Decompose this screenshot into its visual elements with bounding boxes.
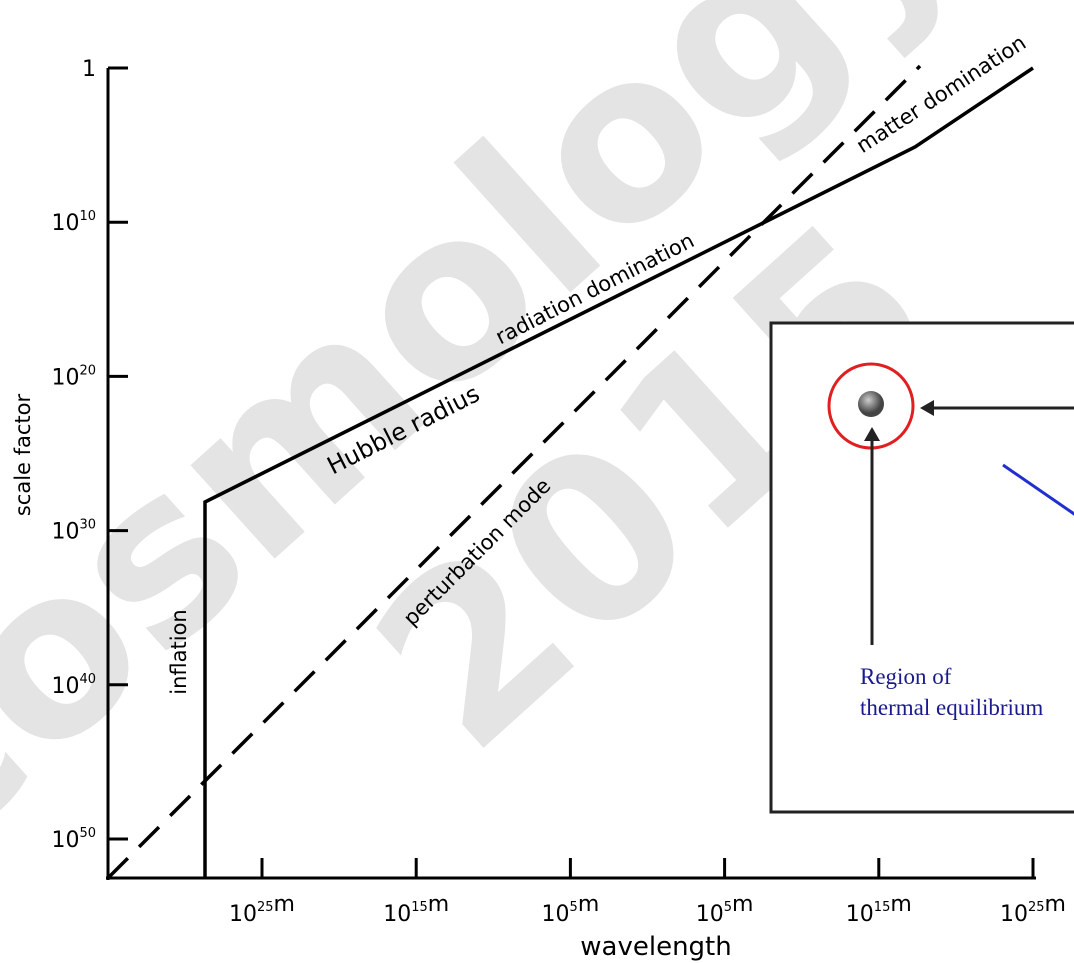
tick-exp: 10 xyxy=(79,209,96,224)
x-tick-label: 105m xyxy=(542,892,600,927)
tick-base: 1 xyxy=(82,57,96,82)
y-tick-label: 1020 xyxy=(51,363,96,390)
tick-base: 10 xyxy=(51,365,79,390)
tick-unit: m xyxy=(1045,892,1066,917)
tick-exp: 15 xyxy=(874,900,891,915)
tick-base: 10 xyxy=(51,211,79,236)
inset-text: thermal equilibrium xyxy=(860,695,1043,720)
tick-base: 10 xyxy=(846,902,874,927)
tick-exp: 20 xyxy=(79,363,96,378)
x-tick-label: 1015m xyxy=(846,892,912,927)
y-axis-label: scale factor xyxy=(11,393,35,516)
tick-unit: m xyxy=(428,892,449,917)
x-tick-label: 1025m xyxy=(1000,892,1066,927)
tick-base: 10 xyxy=(51,828,79,853)
tick-base: 10 xyxy=(696,902,724,927)
curve-label: inflation xyxy=(167,609,191,694)
x-axis-label: wavelength xyxy=(580,932,731,962)
tick-base: 10 xyxy=(542,902,570,927)
diagram: cosmology 2015 110101020103010401050 102… xyxy=(0,0,1074,963)
x-tick-label: 1025m xyxy=(229,892,295,927)
tick-exp: 5 xyxy=(570,900,578,915)
tick-exp: 40 xyxy=(79,672,96,687)
tick-unit: m xyxy=(890,892,911,917)
tick-exp: 25 xyxy=(257,900,274,915)
tick-exp: 25 xyxy=(1028,900,1045,915)
tick-unit: m xyxy=(578,892,599,917)
tick-unit: m xyxy=(732,892,753,917)
tick-exp: 5 xyxy=(724,900,732,915)
tick-base: 10 xyxy=(1000,902,1028,927)
tick-base: 10 xyxy=(229,902,257,927)
tick-base: 10 xyxy=(51,520,79,545)
y-tick-label: 1 xyxy=(82,57,96,82)
tick-exp: 50 xyxy=(79,826,96,841)
tick-exp: 15 xyxy=(411,900,428,915)
y-tick-label: 1010 xyxy=(51,209,96,236)
inset: Region of thermal equilibrium xyxy=(771,323,1074,812)
tick-exp: 30 xyxy=(79,518,96,533)
region-ball xyxy=(858,391,884,417)
x-tick-label: 105m xyxy=(696,892,754,927)
y-tick-label: 1050 xyxy=(51,826,96,853)
x-tick-label: 1015m xyxy=(383,892,449,927)
tick-base: 10 xyxy=(51,674,79,699)
tick-base: 10 xyxy=(383,902,411,927)
inset-box xyxy=(771,323,1074,812)
tick-unit: m xyxy=(274,892,295,917)
inset-text: Region of xyxy=(860,664,952,689)
